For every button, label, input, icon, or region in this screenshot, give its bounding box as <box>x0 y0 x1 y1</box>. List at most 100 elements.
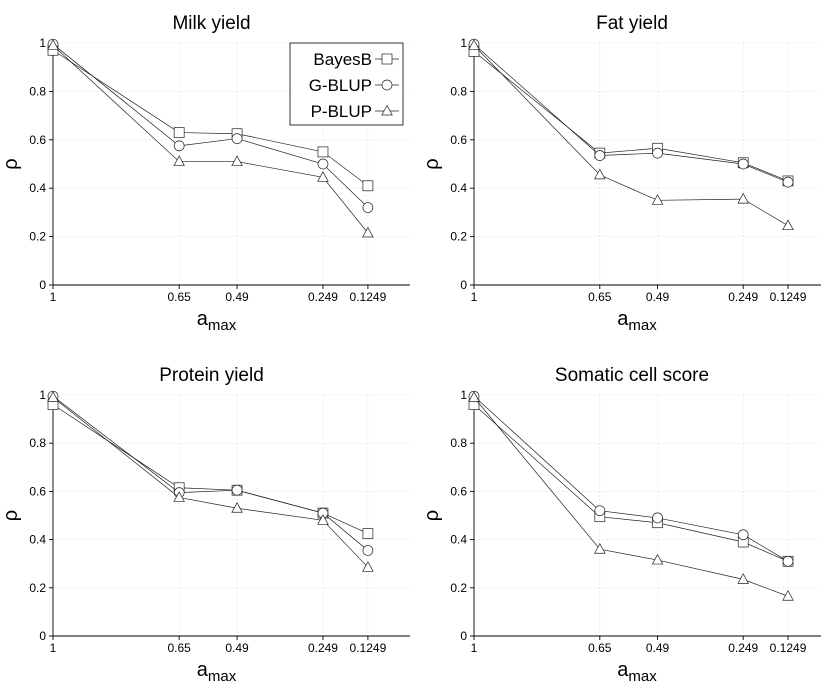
x-tick-label: 0.65 <box>167 290 191 304</box>
x-tick-label: 0.49 <box>646 641 670 655</box>
data-point-p-blup <box>47 39 59 50</box>
chart-panel-1: Milk yield 0 0.2 0.4 0.6 0.8 1 1 0.65 0.49 0.249 0.… <box>0 13 410 334</box>
data-point-p-blup <box>231 502 243 513</box>
data-point-bayesb <box>362 528 374 539</box>
data-point-g-blup <box>594 505 606 517</box>
data-point-bayesb <box>173 127 185 138</box>
legend-label-bayesb: BayesB <box>313 50 372 69</box>
x-tick-label: 0.1249 <box>770 290 807 304</box>
data-point-p-blup <box>782 590 794 601</box>
data-point-p-blup <box>317 171 329 182</box>
x-axis-label: amax <box>617 308 657 334</box>
y-tick-label: 0.2 <box>450 230 467 244</box>
y-tick-label: 0 <box>39 629 46 643</box>
data-point-p-blup <box>317 514 329 525</box>
y-tick-label: 1 <box>39 36 46 50</box>
series-line-g-blup <box>52 395 369 551</box>
y-tick-label: 0.8 <box>450 84 467 98</box>
y-tick-label: 0.2 <box>29 230 46 244</box>
y-tick-label: 0.8 <box>450 436 467 450</box>
y-tick-label: 0.6 <box>450 133 467 147</box>
data-point-bayesb <box>362 180 374 192</box>
chart-panel-2: Fat yield 0 0.2 0.4 0.6 0.8 1 1 0.65 0.49 0.249 0.1… <box>421 13 821 334</box>
y-tick-label: 0.6 <box>450 484 467 498</box>
data-point-g-blup <box>652 147 663 159</box>
data-point-g-blup <box>231 133 243 144</box>
x-tick-label: 0.1249 <box>350 641 387 655</box>
y-axis-label: ρ <box>421 510 443 521</box>
x-tick-label: 0.1249 <box>770 641 807 655</box>
y-tick-label: 0 <box>460 278 467 292</box>
x-tick-label: 0.249 <box>728 641 758 655</box>
y-axis-label: ρ <box>0 510 22 521</box>
data-point-g-blup <box>317 158 329 170</box>
data-point-p-blup <box>782 219 794 231</box>
data-point-p-blup <box>737 192 749 204</box>
y-tick-label: 0.4 <box>450 533 467 547</box>
y-axis-label: ρ <box>0 158 22 169</box>
chart-title: Milk yield <box>172 13 250 34</box>
x-tick-label: 0.65 <box>588 641 612 655</box>
y-tick-label: 1 <box>460 36 467 50</box>
x-tick-label: 0.49 <box>646 290 670 304</box>
data-point-p-blup <box>468 39 480 50</box>
y-tick-label: 0.2 <box>450 581 467 595</box>
y-tick-label: 0.4 <box>29 533 46 547</box>
y-tick-label: 0.8 <box>29 84 46 98</box>
y-axis-label: ρ <box>421 158 443 169</box>
data-point-p-blup <box>173 155 185 166</box>
chart-panel-3: Protein yield 0 0.2 0.4 0.6 0.8 1 1 0.65 0.49 0.24… <box>0 365 410 681</box>
data-point-p-blup <box>651 194 664 205</box>
data-point-g-blup <box>737 158 749 170</box>
y-tick-label: 0.2 <box>29 581 46 595</box>
x-tick-label: 0.65 <box>588 290 612 304</box>
y-tick-label: 0.4 <box>450 181 467 195</box>
data-point-bayesb <box>317 146 329 158</box>
y-tick-label: 1 <box>460 388 467 402</box>
data-point-p-blup <box>594 168 606 180</box>
y-tick-label: 0 <box>460 629 467 643</box>
data-point-p-blup <box>737 573 749 584</box>
data-point-g-blup <box>173 140 185 152</box>
x-tick-label: 1 <box>471 641 478 655</box>
x-axis-label: amax <box>617 659 657 681</box>
data-point-g-blup <box>362 202 374 213</box>
x-tick-label: 0.49 <box>225 641 249 655</box>
x-tick-label: 0.249 <box>728 290 758 304</box>
data-point-p-blup <box>594 543 606 554</box>
data-point-g-blup <box>782 176 794 188</box>
data-point-g-blup <box>594 150 606 161</box>
legend-label-p-blup: P-BLUP <box>311 102 372 121</box>
data-point-p-blup <box>47 391 59 402</box>
data-point-p-blup <box>173 491 185 502</box>
y-tick-label: 0.8 <box>29 436 46 450</box>
data-point-g-blup <box>737 529 749 541</box>
legend-marker-bayesb <box>381 53 393 65</box>
data-point-g-blup <box>362 545 374 556</box>
chart-title: Fat yield <box>596 13 668 34</box>
x-tick-label: 0.65 <box>167 641 191 655</box>
x-tick-label: 1 <box>471 290 478 304</box>
legend-marker-g-blup <box>381 79 393 91</box>
data-point-g-blup <box>782 555 794 567</box>
data-point-p-blup <box>468 391 480 402</box>
chart-panel-4: Somatic cell score 0 0.2 0.4 0.6 0.8 1 1 0.65 0.4… <box>421 365 821 681</box>
legend: BayesB G-BLUP P-BLUP <box>289 42 404 126</box>
y-tick-label: 1 <box>39 388 46 402</box>
x-tick-label: 0.1249 <box>350 290 387 304</box>
data-point-g-blup <box>652 512 663 524</box>
legend-label-g-blup: G-BLUP <box>309 76 372 95</box>
data-point-g-blup <box>231 484 243 496</box>
series-line-p-blup <box>473 397 789 597</box>
y-tick-label: 0.6 <box>29 133 46 147</box>
data-point-p-blup <box>231 155 243 166</box>
x-tick-label: 1 <box>50 290 57 304</box>
y-tick-label: 0.6 <box>29 484 46 498</box>
x-tick-label: 0.249 <box>308 641 338 655</box>
data-point-p-blup <box>651 553 664 565</box>
x-tick-label: 0.249 <box>308 290 338 304</box>
series-line-p-blup <box>52 397 369 568</box>
legend-marker-p-blup <box>381 104 393 116</box>
x-tick-label: 0.49 <box>225 290 249 304</box>
